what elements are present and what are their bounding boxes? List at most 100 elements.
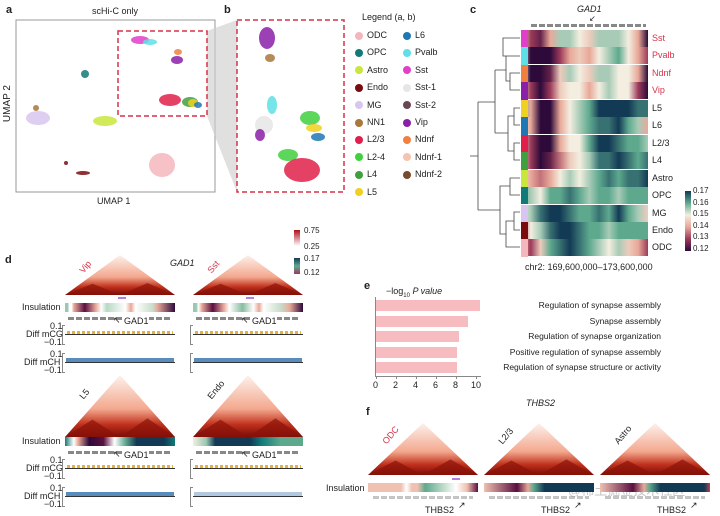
contact-max: 0.75 [304,226,320,235]
contact-map-triangle [193,375,303,437]
legend-label: L2-4 [367,151,386,162]
heatmap-row-label: Ndnf [652,67,672,78]
umap-ylabel: UMAP 2 [2,85,14,123]
contact-map-triangle [368,423,478,475]
cluster-l6 [194,102,202,108]
heatmap-row-label: Astro [652,172,674,183]
e-axis-title: −log10 P value [386,286,443,299]
insulation-track [65,303,175,312]
panel-f-gene: THBS2 [526,398,556,408]
mcg-axis-bracket [190,459,193,479]
arrow-icon: ↖ [113,449,121,459]
insulation-track [193,303,303,312]
x-tick-label: 6 [433,380,439,390]
heatmap-row-label: ODC [652,242,672,253]
go-term-label: Regulation of synapse structure or activ… [503,362,661,372]
mch-bars [66,492,174,496]
legend-item: Endo [355,82,388,92]
gene-title: GAD1 [577,4,602,14]
heatmap-row [521,30,648,47]
axis-tick-neg: −0.1 [44,471,62,481]
arrow-icon: ↗ [458,500,466,510]
gene-track [196,317,300,320]
panel-a-label: a [6,4,13,16]
heatmap-row-label: L2/3 [652,137,670,148]
e-x-axis [375,376,481,377]
legend-item: Sst-1 [403,82,436,92]
cluster-l6 [311,133,325,141]
contact-map-triangle [65,375,175,437]
insulation-label: Insulation [22,436,61,446]
axis-tick-pos: 0.1 [50,349,63,359]
legend-dot [355,66,363,75]
celltype-color-bar [521,169,528,188]
mch-axis-bracket [190,487,193,507]
legend-dot [355,153,363,162]
legend-dot [403,153,411,162]
legend-item: Astro [355,65,388,75]
x-tick-label: 8 [453,380,459,390]
x-tick [456,376,457,379]
enrichment-bar [376,300,480,311]
celltype-color-bar [521,187,528,205]
legend-dot [355,83,363,92]
legend-item: OPC [355,47,387,57]
legend-dot [403,83,411,92]
contact-map-triangle [484,423,594,475]
heatmap-row [521,204,648,222]
heatmap-row-label: Endo [652,224,674,235]
cluster-vip [171,56,183,64]
heatmap [521,30,648,257]
legend-item: Ndnf [403,134,434,144]
insulation-label: Insulation [22,302,61,312]
heatmap-row [521,117,648,135]
zoom-funnel [207,20,237,192]
cluster-nn1 [33,105,39,111]
gene-label: THBS2 [425,505,455,515]
legend-label: Ndnf [415,134,435,145]
celltype-color-bar [521,30,528,48]
legend-item: ODC [355,30,387,40]
heatmap-row [521,99,648,117]
mch-axis-bracket [62,353,65,373]
heatmap-row-label: Pvalb [652,50,675,61]
arrow-icon: ↗ [690,500,698,510]
colorbar-tick: 0.12 [693,244,709,253]
panel-f-label: f [366,406,370,418]
diff-mcg-label: Diff mCG [26,463,63,473]
cluster-ndnf [174,49,182,55]
umap-plot [15,19,345,193]
heatmap-row-label: MG [652,207,667,218]
heatmap-row [521,187,648,205]
cluster-odc [149,153,175,177]
legend-label: NN1 [367,117,386,127]
umap-frame [15,19,216,193]
cluster-pvalb [143,39,157,45]
x-tick [376,376,377,379]
mch-axis-bracket [190,353,193,373]
gene-label: THBS2 [657,505,687,515]
axis-tick-pos: 0.1 [50,483,63,493]
celltype-color-bar [521,64,528,83]
insulation-track [65,437,175,446]
colorbar-tick: 0.16 [693,197,709,207]
legend-item: L2/3 [355,134,385,144]
cluster-vip [255,129,265,141]
mcg-bars [67,465,173,468]
insulation-track [484,483,594,492]
legend-item: L4 [355,169,377,179]
celltype-color-bar [521,47,528,65]
boundary-mark [118,297,126,299]
panel-d-label: d [5,254,12,266]
mch-axis-bracket [62,487,65,507]
insulation-max: 0.17 [304,254,320,263]
enrichment-bar [376,362,457,373]
cluster-l2/3 [159,94,181,106]
gene-track [531,24,646,27]
cluster-l2/3 [284,158,320,182]
legend-item: Sst-2 [403,100,436,110]
axis-tick-neg: −0.1 [44,337,62,347]
legend-dot [403,49,411,58]
legend-dot [355,170,363,179]
legend-label: Astro [367,64,389,75]
